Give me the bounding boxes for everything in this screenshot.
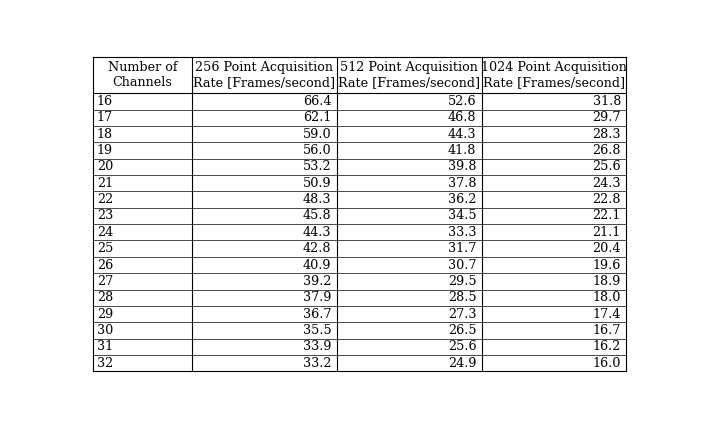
Text: 26.5: 26.5 xyxy=(448,324,477,337)
Text: 29.5: 29.5 xyxy=(448,275,477,288)
Text: 18: 18 xyxy=(97,128,113,141)
Text: 18.9: 18.9 xyxy=(592,275,621,288)
Text: 66.4: 66.4 xyxy=(303,95,331,108)
Text: 27.3: 27.3 xyxy=(448,308,477,321)
Text: 16.0: 16.0 xyxy=(592,357,621,370)
Text: 44.3: 44.3 xyxy=(448,128,477,141)
Text: 256 Point Acquisition: 256 Point Acquisition xyxy=(195,61,333,74)
Text: 22: 22 xyxy=(97,193,113,206)
Text: 17: 17 xyxy=(97,111,113,124)
Text: 22.8: 22.8 xyxy=(592,193,621,206)
Text: 62.1: 62.1 xyxy=(303,111,331,124)
Text: 512 Point Acquisition: 512 Point Acquisition xyxy=(340,61,478,74)
Text: 28: 28 xyxy=(97,291,113,304)
Text: 29.7: 29.7 xyxy=(592,111,621,124)
Text: 24.3: 24.3 xyxy=(592,177,621,190)
Text: 31: 31 xyxy=(97,341,113,353)
Text: 46.8: 46.8 xyxy=(448,111,477,124)
Text: 16.7: 16.7 xyxy=(592,324,621,337)
Text: 35.5: 35.5 xyxy=(303,324,331,337)
Text: 33.3: 33.3 xyxy=(448,226,477,239)
Text: 59.0: 59.0 xyxy=(303,128,331,141)
Text: 45.8: 45.8 xyxy=(303,209,331,222)
Text: 37.8: 37.8 xyxy=(448,177,477,190)
Text: 1024 Point Acquisition: 1024 Point Acquisition xyxy=(481,61,627,74)
Text: 50.9: 50.9 xyxy=(303,177,331,190)
Text: Rate [Frames/second]: Rate [Frames/second] xyxy=(193,76,336,89)
Text: 34.5: 34.5 xyxy=(448,209,477,222)
Text: 36.2: 36.2 xyxy=(448,193,477,206)
Text: 28.5: 28.5 xyxy=(448,291,477,304)
Text: 18.0: 18.0 xyxy=(592,291,621,304)
Text: 16.2: 16.2 xyxy=(592,341,621,353)
Text: 31.8: 31.8 xyxy=(592,95,621,108)
Text: 19.6: 19.6 xyxy=(592,258,621,272)
Text: 31.7: 31.7 xyxy=(448,242,477,255)
Text: 48.3: 48.3 xyxy=(303,193,331,206)
Text: 17.4: 17.4 xyxy=(592,308,621,321)
Text: 25.6: 25.6 xyxy=(448,341,477,353)
Text: 44.3: 44.3 xyxy=(303,226,331,239)
Text: 24.9: 24.9 xyxy=(448,357,477,370)
Text: 27: 27 xyxy=(97,275,113,288)
Text: 36.7: 36.7 xyxy=(303,308,331,321)
Text: 41.8: 41.8 xyxy=(448,144,477,157)
Text: 26: 26 xyxy=(97,258,113,272)
Text: 28.3: 28.3 xyxy=(592,128,621,141)
Text: 25: 25 xyxy=(97,242,114,255)
Text: 39.8: 39.8 xyxy=(448,160,477,173)
Text: Rate [Frames/second]: Rate [Frames/second] xyxy=(483,76,625,89)
Text: 20: 20 xyxy=(97,160,113,173)
Text: 30: 30 xyxy=(97,324,113,337)
Text: 24: 24 xyxy=(97,226,113,239)
Text: 26.8: 26.8 xyxy=(592,144,621,157)
Text: 21.1: 21.1 xyxy=(592,226,621,239)
Text: 20.4: 20.4 xyxy=(592,242,621,255)
Text: 23: 23 xyxy=(97,209,113,222)
Text: 37.9: 37.9 xyxy=(303,291,331,304)
Text: 21: 21 xyxy=(97,177,113,190)
Text: 16: 16 xyxy=(97,95,113,108)
Text: 19: 19 xyxy=(97,144,113,157)
Text: 42.8: 42.8 xyxy=(303,242,331,255)
Text: 22.1: 22.1 xyxy=(592,209,621,222)
Text: 29: 29 xyxy=(97,308,113,321)
Text: 33.2: 33.2 xyxy=(303,357,331,370)
Text: 33.9: 33.9 xyxy=(303,341,331,353)
Text: Number of: Number of xyxy=(107,61,178,74)
Text: Rate [Frames/second]: Rate [Frames/second] xyxy=(338,76,480,89)
Text: 25.6: 25.6 xyxy=(592,160,621,173)
Text: 53.2: 53.2 xyxy=(303,160,331,173)
Text: 40.9: 40.9 xyxy=(303,258,331,272)
Text: 52.6: 52.6 xyxy=(448,95,477,108)
Text: Channels: Channels xyxy=(112,76,173,89)
Text: 39.2: 39.2 xyxy=(303,275,331,288)
Text: 30.7: 30.7 xyxy=(448,258,477,272)
Text: 32: 32 xyxy=(97,357,113,370)
Text: 56.0: 56.0 xyxy=(303,144,331,157)
